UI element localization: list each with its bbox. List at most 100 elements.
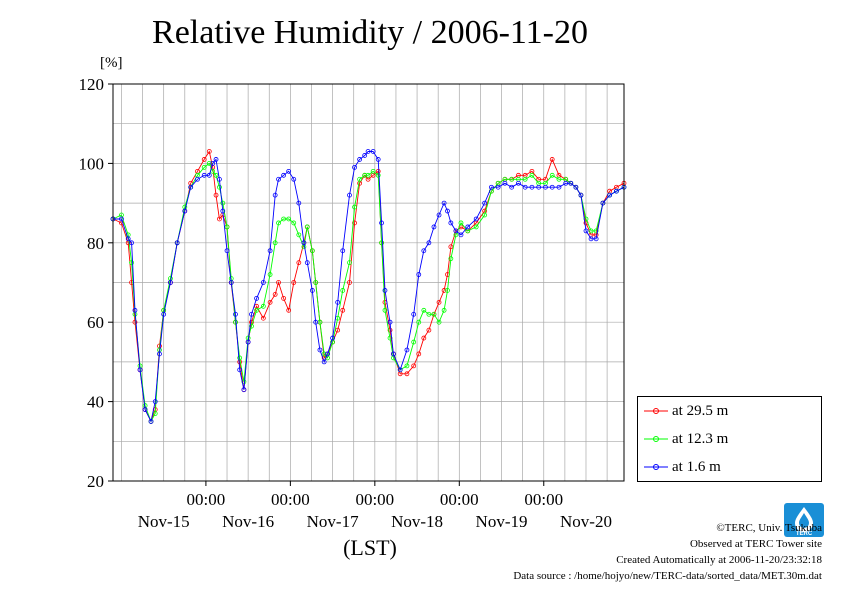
series-point-2 <box>613 188 619 194</box>
series-point-2 <box>347 192 352 198</box>
logo-text: TERC <box>796 531 813 537</box>
series-point-1 <box>445 288 450 293</box>
series-point-1 <box>352 204 357 210</box>
series-point-1 <box>129 260 134 266</box>
series-point-0 <box>426 327 432 333</box>
series-point-0 <box>201 157 207 162</box>
series-point-2 <box>335 299 341 305</box>
series-point-1 <box>379 240 384 246</box>
series-point-1 <box>431 311 437 317</box>
series-point-1 <box>426 311 432 317</box>
series-point-2 <box>495 184 501 190</box>
series-point-1 <box>272 240 278 246</box>
series-point-2 <box>148 419 154 424</box>
series-point-1 <box>362 172 368 178</box>
series-point-2 <box>445 208 450 214</box>
series-point-2 <box>152 399 158 405</box>
series-point-2 <box>245 339 251 345</box>
series-point-1 <box>549 172 555 178</box>
series-point-2 <box>129 240 134 246</box>
series-point-2 <box>397 367 403 373</box>
series-point-2 <box>317 347 323 353</box>
series-point-2 <box>168 280 173 285</box>
series-point-2 <box>281 172 287 178</box>
series-point-2 <box>522 184 528 190</box>
series-point-2 <box>382 288 388 293</box>
series-point-2 <box>157 351 162 357</box>
series-point-2 <box>210 160 216 166</box>
series-point-2 <box>375 157 381 162</box>
series-point-0 <box>411 363 417 369</box>
series-point-0 <box>296 260 302 266</box>
date-label: Nov-15 <box>138 512 190 531</box>
series-point-0 <box>213 192 219 198</box>
series-point-1 <box>522 176 528 182</box>
series-point-2 <box>370 149 376 154</box>
series-point-2 <box>516 180 521 186</box>
series-point-1 <box>254 307 259 313</box>
series-point-1 <box>482 212 488 218</box>
series-point-2 <box>362 153 368 158</box>
legend-label-1-6m: at 1.6 m <box>672 459 721 475</box>
series-point-1 <box>152 411 158 416</box>
y-tick-label: 60 <box>87 313 104 332</box>
series-point-2 <box>241 387 247 393</box>
series-point-2 <box>260 280 266 285</box>
y-tick-label: 100 <box>79 154 105 173</box>
series-point-2 <box>404 347 410 353</box>
series-point-2 <box>588 236 594 242</box>
series-point-0 <box>335 327 341 333</box>
series-point-0 <box>272 292 278 297</box>
series-point-1 <box>233 319 238 325</box>
series-point-2 <box>568 180 574 186</box>
series-point-2 <box>201 172 207 178</box>
series-point-0 <box>132 319 138 325</box>
series-point-1 <box>291 220 297 226</box>
series-point-2 <box>365 149 371 154</box>
series-point-1 <box>347 260 352 266</box>
date-label: Nov-18 <box>391 512 443 531</box>
series-point-2 <box>578 192 584 198</box>
series-point-2 <box>391 351 396 357</box>
series-line-0 <box>112 150 625 423</box>
series-point-2 <box>563 180 569 186</box>
legend-label-12-3m: at 12.3 m <box>672 431 729 447</box>
series-point-2 <box>313 319 319 325</box>
series-point-2 <box>583 228 589 234</box>
series-point-2 <box>161 311 167 317</box>
series-point-2 <box>233 311 238 317</box>
legend-marker-29-5m <box>644 408 668 414</box>
series-point-1 <box>296 232 302 238</box>
series-point-2 <box>330 335 336 341</box>
series-point-1 <box>340 288 346 293</box>
series-point-2 <box>137 367 143 373</box>
series-point-1 <box>421 307 427 313</box>
series-point-2 <box>195 176 200 182</box>
series-point-1 <box>509 176 515 182</box>
series-point-0 <box>448 244 454 250</box>
series-point-2 <box>593 236 599 242</box>
series-point-1 <box>529 172 535 178</box>
series-point-0 <box>217 216 222 222</box>
series-point-2 <box>325 351 330 357</box>
series-point-2 <box>119 216 124 222</box>
series-point-2 <box>436 212 442 218</box>
site-text: Observed at TERC Tower site <box>689 538 822 550</box>
series-point-0 <box>441 288 447 293</box>
date-label: Nov-16 <box>222 512 274 531</box>
series-point-1 <box>404 363 410 369</box>
x-tick-label: 00:00 <box>440 490 479 509</box>
series-point-2 <box>416 272 422 277</box>
x-tick-label: 00:00 <box>187 490 226 509</box>
series-point-1 <box>286 216 292 222</box>
series-point-2 <box>309 288 315 293</box>
series-point-2 <box>441 200 447 206</box>
series-point-2 <box>174 240 180 246</box>
series-point-0 <box>352 220 357 226</box>
series-point-1 <box>206 160 212 166</box>
series-point-2 <box>573 184 579 190</box>
credits-block: ©TERC, Univ. Tsukuba Observed at TERC To… <box>513 520 822 584</box>
legend-marker-12-3m <box>644 436 668 442</box>
series-point-2 <box>357 157 363 162</box>
